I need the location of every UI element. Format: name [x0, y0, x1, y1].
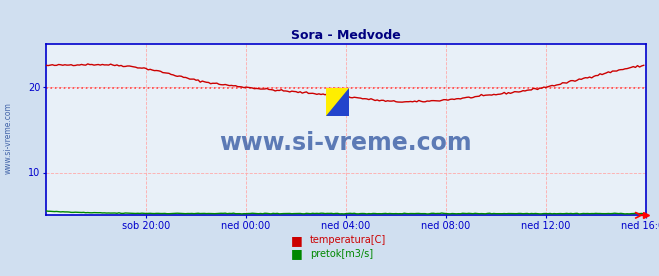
Polygon shape — [326, 88, 349, 116]
Text: www.si-vreme.com: www.si-vreme.com — [219, 131, 473, 155]
Text: ■: ■ — [291, 247, 302, 261]
Title: Sora - Medvode: Sora - Medvode — [291, 29, 401, 42]
Text: www.si-vreme.com: www.si-vreme.com — [3, 102, 13, 174]
Text: temperatura[C]: temperatura[C] — [310, 235, 386, 245]
Text: ■: ■ — [291, 233, 302, 247]
Text: pretok[m3/s]: pretok[m3/s] — [310, 249, 373, 259]
Polygon shape — [326, 88, 349, 116]
